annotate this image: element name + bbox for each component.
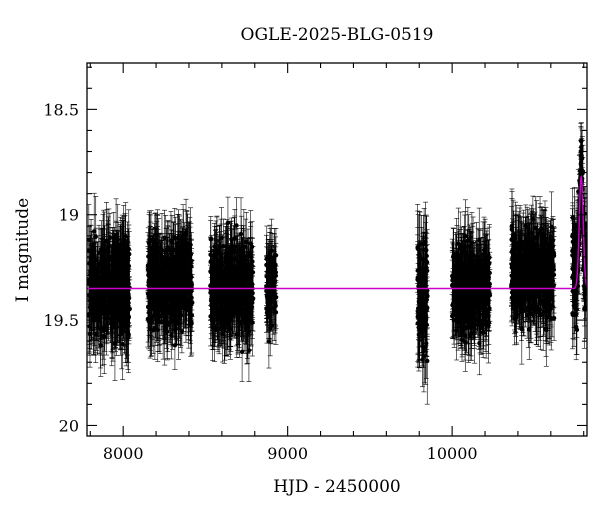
y-tick-label: 20 [59, 416, 79, 435]
data-point [103, 243, 109, 321]
data-point [87, 301, 93, 368]
data-point [115, 222, 121, 296]
y-tick-label: 18.5 [43, 100, 79, 119]
y-tick-label: 19 [59, 206, 79, 225]
data-point [114, 292, 120, 341]
data-point [110, 281, 116, 362]
data-point [97, 286, 103, 336]
chart-title: OGLE-2025-BLG-0519 [241, 25, 434, 45]
x-tick-label: 10000 [427, 444, 478, 463]
x-axis-label: HJD - 2450000 [273, 477, 401, 497]
data-point [104, 276, 110, 339]
y-axis-label: I magnitude [13, 198, 33, 302]
data-point [112, 306, 118, 381]
data-point [109, 227, 115, 295]
data-point [99, 228, 105, 284]
x-tick-label: 8000 [103, 444, 144, 463]
data-layer [87, 122, 587, 405]
data-point [105, 231, 111, 288]
data-point [115, 204, 121, 275]
data-point [123, 251, 129, 307]
x-tick-label: 9000 [267, 444, 308, 463]
y-tick-label: 19.5 [43, 311, 79, 330]
data-point [121, 232, 127, 291]
